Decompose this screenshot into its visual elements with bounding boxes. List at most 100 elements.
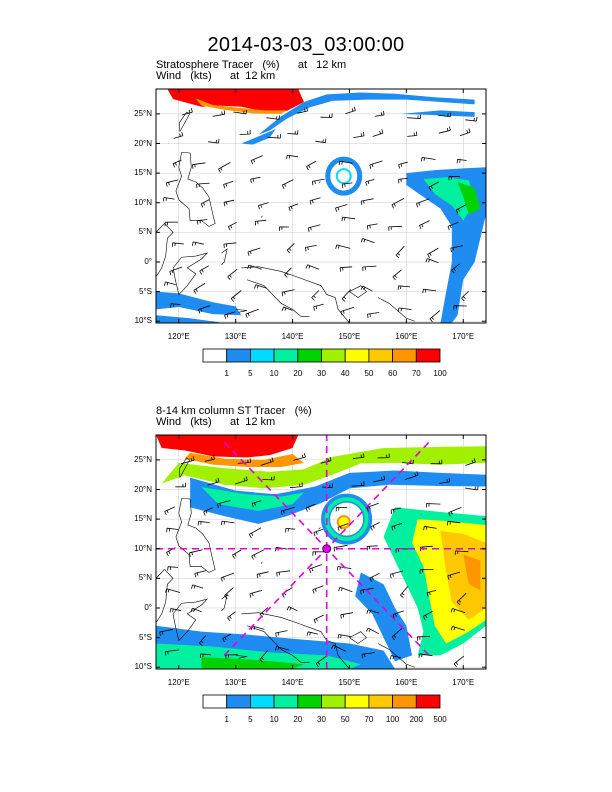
- wind-barb: [450, 245, 464, 253]
- wind-barb: [267, 134, 281, 139]
- new-britain-coastline: [349, 285, 367, 298]
- wind-barb: [351, 481, 365, 487]
- wind-barb: [398, 307, 412, 312]
- colorbar-swatch-6: [321, 694, 346, 709]
- wind-barb: [169, 266, 183, 276]
- wind-barb: [335, 244, 351, 249]
- wind-barb: [196, 182, 210, 189]
- colorbar-swatch-10: [415, 348, 441, 363]
- colorbar-swatch-7: [344, 348, 370, 363]
- x-tick-label: 140°E: [281, 678, 304, 687]
- wind-barb: [390, 507, 402, 514]
- wind-barb: [199, 265, 209, 275]
- colorbar-label: 60: [388, 369, 398, 378]
- wind-barb: [419, 220, 430, 230]
- wind-barb: [425, 258, 439, 264]
- wind-barb: [422, 610, 433, 621]
- wind-barb: [259, 650, 268, 663]
- wind-barb: [286, 243, 295, 254]
- wind-barb: [353, 131, 365, 138]
- wind-barb: [447, 520, 461, 526]
- bottom-panel-title-line1: 8-14 km column ST Tracer (%): [156, 405, 312, 417]
- wind-barb: [360, 198, 374, 206]
- wind-barb: [173, 131, 184, 139]
- wind-barb: [249, 590, 263, 598]
- wind-barb: [421, 157, 436, 162]
- wind-barb: [245, 308, 259, 318]
- wind-barb: [360, 238, 375, 244]
- wind-barb: [224, 587, 234, 599]
- wind-barb: [224, 311, 236, 319]
- wind-barb: [313, 614, 324, 624]
- wind-barb: [250, 155, 263, 165]
- wind-barb: [234, 476, 248, 485]
- wind-barb: [254, 219, 267, 226]
- top-panel-title-line2: Wind (kts) at 12 km: [156, 70, 276, 82]
- wind-barb: [391, 522, 403, 531]
- colorbar-label: 40: [340, 369, 350, 378]
- jet-band-blue: [190, 470, 486, 524]
- x-tick-label: 120°E: [167, 332, 190, 341]
- wind-barb: [450, 626, 465, 631]
- x-tick-label: 130°E: [224, 332, 247, 341]
- wind-barb: [465, 458, 476, 466]
- new-guinea-north-coastline: [241, 266, 350, 323]
- guam-coastline: [318, 527, 321, 530]
- wind-barb: [367, 312, 380, 319]
- wind-barb: [164, 281, 176, 286]
- wind-barb: [175, 482, 186, 488]
- wind-barb: [438, 126, 451, 134]
- colorbar-swatch-2: [226, 348, 251, 363]
- wind-barb: [194, 570, 207, 578]
- wind-barb: [159, 628, 174, 636]
- wind-barb: [276, 570, 291, 577]
- wind-barb: [227, 611, 236, 622]
- y-tick-label: 20°N: [134, 484, 152, 494]
- wind-barb: [192, 162, 206, 169]
- colorbar-swatch-9: [392, 694, 417, 709]
- wind-barb: [315, 656, 327, 668]
- wind-barb: [165, 179, 179, 187]
- wind-barb: [256, 571, 269, 579]
- wind-barb: [239, 129, 251, 135]
- wind-barb: [392, 269, 402, 281]
- wind-barb: [340, 306, 355, 316]
- wind-barb: [341, 216, 356, 222]
- wind-barb: [419, 569, 434, 574]
- colorbar-swatch-2: [226, 694, 251, 709]
- wind-barb: [395, 246, 405, 259]
- colorbar-label: 70: [364, 715, 374, 724]
- wind-barb: [162, 197, 175, 202]
- wind-barb: [454, 550, 469, 555]
- philippines-coastline: [175, 152, 216, 227]
- wind-barb: [284, 267, 292, 278]
- wind-barb: [225, 654, 238, 660]
- colorbar-swatch-5: [297, 348, 322, 363]
- wind-barb: [164, 506, 175, 516]
- wind-barb: [405, 471, 419, 480]
- colorbar-label: 50: [340, 715, 350, 724]
- wind-barb: [227, 268, 238, 281]
- wind-barb: [218, 162, 231, 173]
- wind-barb: [254, 284, 267, 289]
- wind-barb: [360, 285, 373, 292]
- x-tick-label: 130°E: [224, 678, 247, 687]
- wind-barb: [208, 139, 220, 144]
- colorbar-label: 1: [224, 715, 229, 724]
- bottom-panel-title-line2: Wind (kts) at 12 km: [156, 416, 276, 428]
- island-coastline-1: [235, 309, 248, 313]
- wind-barb: [199, 653, 211, 658]
- borneo-coastline: [156, 569, 174, 623]
- wind-barb: [320, 113, 333, 118]
- wind-barb: [251, 500, 262, 508]
- wind-barb: [422, 288, 437, 294]
- wind-barb: [361, 652, 375, 659]
- wind-barb: [369, 572, 380, 582]
- wind-barb: [232, 549, 242, 559]
- wind-barb: [426, 590, 437, 597]
- wind-barb: [189, 549, 203, 557]
- wind-barb: [455, 204, 467, 214]
- wind-barb: [247, 247, 261, 256]
- wind-barb: [305, 264, 320, 270]
- wind-barb: [312, 585, 324, 594]
